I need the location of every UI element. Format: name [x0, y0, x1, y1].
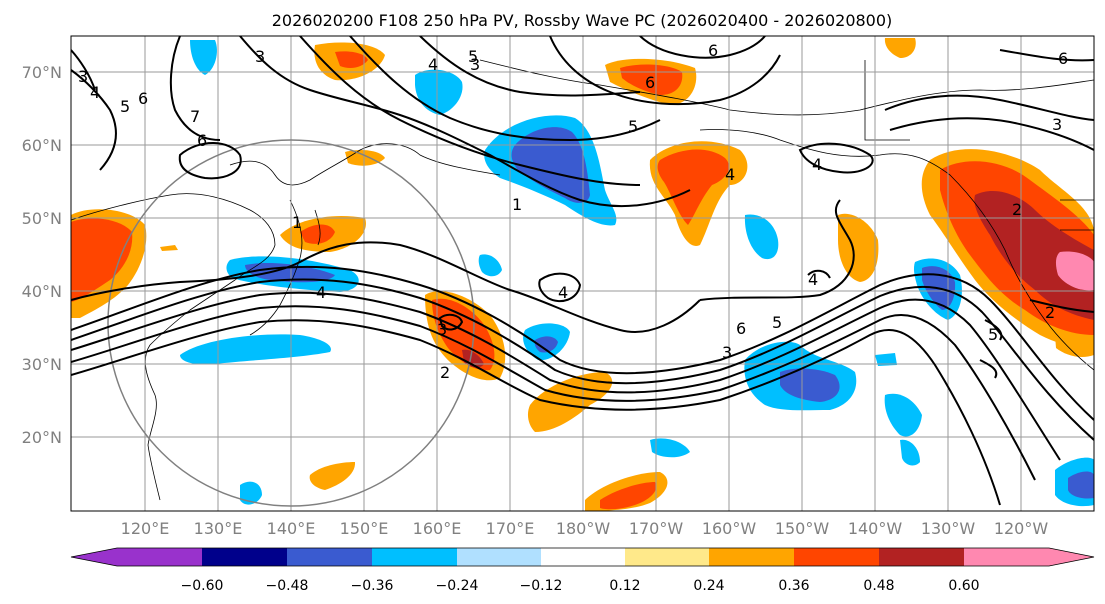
pv-contours: [71, 36, 1094, 506]
contour-label: 4: [558, 283, 568, 302]
lat-label: 40°N: [22, 282, 62, 301]
lat-label: 30°N: [22, 355, 62, 374]
colorbar-tick-label: 0.36: [778, 578, 809, 594]
colorbar-bin: [625, 548, 709, 566]
colorbar-tick-label: −0.60: [181, 578, 224, 594]
colorbar-tick-label: 0.60: [948, 578, 979, 594]
lon-label: 130°E: [194, 519, 243, 538]
contour-label: 3: [437, 320, 447, 339]
lat-label: 50°N: [22, 209, 62, 228]
contour-label: 3: [722, 343, 732, 362]
latitude-labels: 70°N 60°N 50°N 40°N 30°N 20°N: [22, 63, 62, 447]
contour-label: 6: [1058, 49, 1068, 68]
colorbar-tick-label: 0.48: [863, 578, 894, 594]
lon-label: 180°W: [556, 519, 611, 538]
lon-label: 170°E: [486, 519, 535, 538]
contour-label: 3: [255, 47, 265, 66]
contour-label: 5: [772, 313, 782, 332]
reference-circle: [107, 139, 475, 507]
contour-label: 1: [292, 213, 302, 232]
contour-label: 5: [988, 325, 998, 344]
contour-label: 5: [468, 47, 478, 66]
lon-label: 150°W: [775, 519, 830, 538]
colorbar-bin: [709, 548, 794, 566]
contour-label: 2: [440, 363, 450, 382]
colorbar: −0.60 −0.48 −0.36 −0.24 −0.12 0.12 0.24 …: [70, 547, 1095, 594]
colorbar-bin: [457, 548, 541, 566]
contour-label: 4: [90, 83, 100, 102]
lon-label: 130°W: [921, 519, 976, 538]
contour-label: 3: [470, 55, 480, 74]
contour-label: 4: [428, 55, 438, 74]
contour-label: 3: [78, 67, 88, 86]
contour-label: 6: [736, 319, 746, 338]
map-panel: 3 4 5 6 7 6 3 4 5 6 6 1 4 3 3 1 2 4 5 4: [70, 35, 1095, 512]
colorbar-tick-label: −0.36: [351, 578, 394, 594]
colorbar-bin: [117, 548, 202, 566]
contour-label: 5: [120, 97, 130, 116]
colorbar-tick-label: −0.48: [266, 578, 309, 594]
contour-label: 2: [1045, 303, 1055, 322]
colorbar-bin: [879, 548, 964, 566]
contour-label: 6: [197, 131, 207, 150]
contour-label: 6: [645, 73, 655, 92]
contour-label: 4: [725, 165, 735, 184]
contour-label: 1: [512, 195, 522, 214]
lon-label: 160°E: [413, 519, 462, 538]
lon-label: 160°W: [702, 519, 757, 538]
colorbar-tick-label: −0.24: [436, 578, 479, 594]
colorbar-extend-min: [71, 548, 117, 566]
lon-label: 170°W: [629, 519, 684, 538]
colorbar-bin: [541, 548, 625, 566]
contour-label: 4: [316, 283, 326, 302]
lon-label: 150°E: [340, 519, 389, 538]
colorbar-tick-label: −0.12: [520, 578, 563, 594]
colorbar-extend-max: [1049, 548, 1094, 566]
colorbar-bin: [372, 548, 457, 566]
coastlines: [71, 59, 1094, 501]
graticule: [71, 36, 1094, 511]
lat-label: 20°N: [22, 428, 62, 447]
lon-label: 120°E: [121, 519, 170, 538]
lon-label: 140°E: [267, 519, 316, 538]
lat-label: 70°N: [22, 63, 62, 82]
map-title: 2026020200 F108 250 hPa PV, Rossby Wave …: [272, 11, 893, 30]
colorbar-bin: [964, 548, 1049, 566]
contour-label: 4: [808, 270, 818, 289]
contour-label: 3: [1052, 115, 1062, 134]
lat-label: 60°N: [22, 136, 62, 155]
lon-label: 140°W: [848, 519, 903, 538]
colorbar-tick-label: 0.12: [609, 578, 640, 594]
colorbar-bin: [794, 548, 879, 566]
lon-label: 120°W: [994, 519, 1049, 538]
contour-label: 6: [708, 41, 718, 60]
contour-labels: 3 4 5 6 7 6 3 4 5 6 6 1 4 3 3 1 2 4 5 4: [78, 41, 1068, 382]
contour-label: 5: [628, 117, 638, 136]
colorbar-tick-label: 0.24: [693, 578, 724, 594]
contour-label: 4: [812, 155, 822, 174]
colorbar-bin: [202, 548, 287, 566]
longitude-labels: 120°E 130°E 140°E 150°E 160°E 170°E 180°…: [121, 519, 1049, 538]
contour-label: 2: [1012, 200, 1022, 219]
colorbar-bin: [287, 548, 372, 566]
contour-label: 6: [138, 89, 148, 108]
contour-label: 7: [190, 107, 200, 126]
